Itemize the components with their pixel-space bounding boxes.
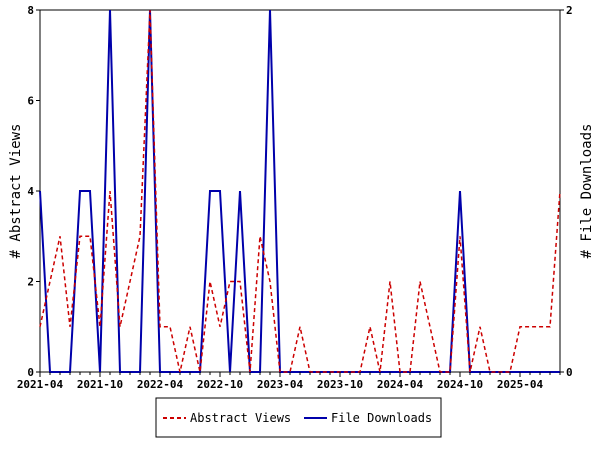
plot-area (39, 9, 561, 373)
x-tick-label: 2021-10 (77, 378, 123, 391)
x-tick-label: 2024-04 (377, 378, 424, 391)
y-right-tick-label: 0 (566, 366, 573, 379)
x-tick-label: 2023-10 (317, 378, 363, 391)
y-right-tick-label: 2 (566, 4, 573, 17)
x-tick-label: 2022-10 (197, 378, 243, 391)
x-tick-label: 2021-04 (17, 378, 64, 391)
x-tick-label: 2024-10 (437, 378, 483, 391)
series-line-abstract-views (39, 9, 561, 373)
right-axis: 02 (560, 4, 573, 379)
y-left-tick-label: 2 (27, 276, 34, 289)
y-left-tick-label: 8 (27, 4, 34, 17)
y-left-tick-label: 6 (27, 95, 34, 108)
legend-label-abstract-views: Abstract Views (190, 411, 291, 425)
x-axis: 2021-04 2021-10 2022-04 2022-10 2023-04 2023-… (17, 372, 561, 391)
left-axis: 0 2 4 6 8 (27, 4, 40, 379)
legend-label-file-downloads: File Downloads (331, 411, 432, 425)
y-left-tick-label: 4 (27, 185, 34, 198)
legend: Abstract Views File Downloads (155, 397, 442, 438)
legend-box (155, 397, 442, 438)
y-left-axis-title: # Abstract Views (8, 124, 24, 259)
x-tick-label: 2023-04 (257, 378, 304, 391)
y-right-axis-title: # File Downloads (579, 124, 595, 259)
x-tick-label: 2022-04 (137, 378, 184, 391)
x-tick-label: 2025-04 (497, 378, 544, 391)
y-left-tick-label: 0 (27, 366, 34, 379)
